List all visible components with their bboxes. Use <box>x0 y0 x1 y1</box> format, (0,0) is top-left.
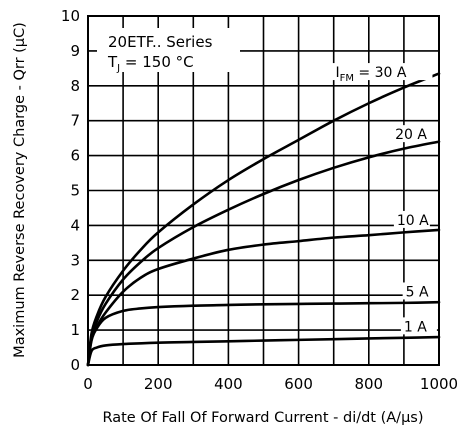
series-label-main: 1 A <box>404 319 427 335</box>
series-label-background <box>392 125 429 143</box>
label-20a: 20 A <box>395 127 427 143</box>
x-tick-label: 1000 <box>420 375 458 393</box>
y-tick-label: 9 <box>70 42 80 60</box>
label-10a: 10 A <box>397 213 429 229</box>
series-label-main: 10 A <box>397 213 429 229</box>
annotation-tj-value: = 150 °C <box>120 53 193 71</box>
series-label-subscript: FM <box>340 73 354 84</box>
series-label-background <box>400 317 437 335</box>
annotation-box: 20ETF.. Series TJ = 150 °C <box>97 28 240 74</box>
y-tick-label: 2 <box>70 286 80 304</box>
series-label-value: = 30 A <box>354 65 407 81</box>
annotation-line-2: TJ = 150 °C <box>107 53 194 74</box>
series-label-background <box>332 63 433 81</box>
x-axis-title: Rate Of Fall Of Forward Current - di/dt … <box>102 410 423 426</box>
y-axis-title: Maximum Reverse Recovery Charge - Qrr (µ… <box>12 22 28 358</box>
label-5a: 5 A <box>406 284 429 300</box>
x-tick-label: 800 <box>354 375 383 393</box>
series-curves <box>86 72 441 367</box>
y-tick-label: 8 <box>70 77 80 95</box>
y-tick-label: 0 <box>70 356 80 374</box>
y-tick-label: 4 <box>70 216 80 234</box>
curve-1a <box>86 335 441 367</box>
y-tick-label: 6 <box>70 147 80 165</box>
series-label-main: 20 A <box>395 127 427 143</box>
tick-labels: 0 200 400 600 800 1000 0 1 2 3 4 5 6 7 8 9 10 <box>61 7 458 393</box>
annotation-line-1: 20ETF.. Series <box>108 33 213 51</box>
x-tick-label: 400 <box>214 375 243 393</box>
x-tick-label: 600 <box>284 375 313 393</box>
label-30a: IFM = 30 A <box>335 65 406 84</box>
y-tick-label: 7 <box>70 112 80 130</box>
curve-5a <box>86 300 441 367</box>
annotation-tj-subscript: J <box>116 63 120 74</box>
y-tick-label: 10 <box>61 7 80 25</box>
y-tick-label: 1 <box>70 321 80 339</box>
annotation-background <box>97 28 240 72</box>
series-labels: IFM = 30 A 20 A 10 A 5 A 1 A <box>332 63 439 335</box>
curve-30a <box>86 72 441 367</box>
curve-20a <box>86 140 441 367</box>
x-tick-label: 0 <box>83 375 93 393</box>
series-label-main: I <box>335 65 339 81</box>
series-label-main: 5 A <box>406 284 429 300</box>
grid-lines <box>88 16 439 365</box>
y-tick-label: 3 <box>70 251 80 269</box>
annotation-tj-symbol: T <box>107 53 118 71</box>
label-1a: 1 A <box>404 319 427 335</box>
series-label-background <box>402 282 439 300</box>
plot-frame <box>87 15 440 366</box>
y-tick-label: 5 <box>70 182 80 200</box>
series-label-background <box>393 210 430 228</box>
x-tick-label: 200 <box>144 375 173 393</box>
